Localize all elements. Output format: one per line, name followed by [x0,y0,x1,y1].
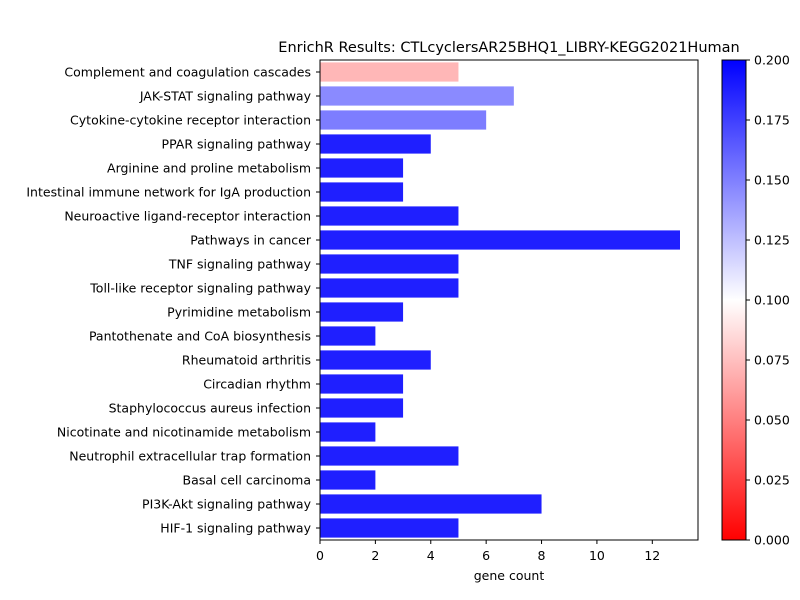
category-label: Nicotinate and nicotinamide metabolism [57,425,311,440]
x-tick-label: 4 [427,548,435,563]
chart-title: EnrichR Results: CTLcyclersAR25BHQ1_LIBR… [278,40,739,56]
bar [320,494,542,514]
x-axis-label: gene count [474,568,545,583]
category-label: Toll-like receptor signaling pathway [89,281,311,296]
bar [320,182,404,202]
bar [320,518,459,538]
bar [320,350,431,370]
colorbar-tick-label: 0.125 [754,233,790,248]
category-label: Neuroactive ligand-receptor interaction [64,209,311,224]
bar [320,254,459,274]
colorbar-tick-label: 0.000 [754,533,790,548]
x-tick-label: 8 [538,548,546,563]
category-label: Complement and coagulation cascades [64,65,311,80]
colorbar-tick-label: 0.200 [754,53,790,68]
bar [320,86,514,106]
bar [320,158,404,178]
category-label: Circadian rhythm [203,377,311,392]
x-tick-label: 6 [482,548,490,563]
colorbar-tick-label: 0.025 [754,473,790,488]
x-tick-label: 2 [371,548,379,563]
category-label: JAK-STAT signaling pathway [139,89,312,104]
category-label: TNF signaling pathway [168,257,312,272]
bar [320,134,431,154]
category-label: Cytokine-cytokine receptor interaction [70,113,311,128]
bar [320,62,459,82]
category-label: Basal cell carcinoma [183,473,312,488]
x-axis-ticks: 0 2 4 6 8 10 12 [316,540,660,563]
colorbar [721,59,747,541]
category-label: Pyrimidine metabolism [167,305,311,320]
category-labels: Complement and coagulation cascades JAK-S… [26,65,320,536]
x-tick-label: 12 [644,548,660,563]
category-label: Intestinal immune network for IgA produc… [26,185,311,200]
category-label: Staphylococcus aureus infection [109,401,311,416]
category-label: Pathways in cancer [190,233,312,248]
category-label: Rheumatoid arthritis [182,353,311,368]
bar [320,470,376,490]
category-label: PPAR signaling pathway [162,137,312,152]
x-tick-label: 0 [316,548,324,563]
colorbar-tick-label: 0.150 [754,173,790,188]
bars-group [320,62,680,538]
category-label: Arginine and proline metabolism [107,161,311,176]
x-tick-label: 10 [589,548,605,563]
bar [320,446,459,466]
category-label: HIF-1 signaling pathway [160,521,311,536]
category-label: PI3K-Akt signaling pathway [142,497,312,512]
bar [320,230,680,250]
colorbar-tick-label: 0.100 [754,293,790,308]
bar [320,206,459,226]
colorbar-tick-label: 0.075 [754,353,790,368]
colorbar-tick-label: 0.175 [754,113,790,128]
category-label: Neutrophil extracellular trap formation [69,449,311,464]
plot-frame [319,59,699,541]
bar [320,374,404,394]
bar [320,110,487,130]
bar [320,278,459,298]
colorbar-ticks: 0.000 0.025 0.050 0.075 0.100 0.125 0.150 0.175… [746,53,790,548]
bar [320,422,376,442]
bar [320,326,376,346]
bar [320,302,404,322]
colorbar-tick-label: 0.050 [754,413,790,428]
category-label: Pantothenate and CoA biosynthesis [89,329,311,344]
bar [320,398,404,418]
